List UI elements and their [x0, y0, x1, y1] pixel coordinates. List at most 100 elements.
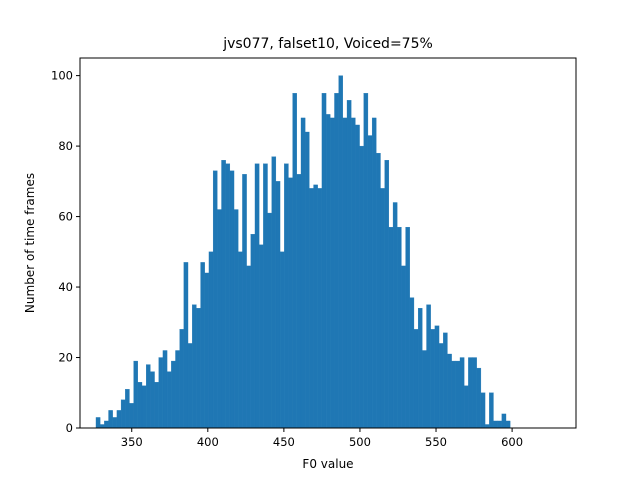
histogram-bar	[296, 174, 302, 429]
histogram-bar	[225, 163, 231, 429]
histogram-bar	[162, 350, 168, 429]
histogram-bar	[200, 262, 205, 429]
histogram-bar	[116, 410, 122, 429]
histogram-bar	[342, 117, 348, 429]
histogram-bar	[108, 410, 113, 429]
histogram-bar	[413, 329, 419, 429]
histogram-bar	[476, 367, 482, 429]
histogram-bar	[388, 226, 394, 429]
histogram-bar	[254, 163, 260, 429]
histogram-bar	[346, 100, 352, 429]
histogram-bar	[434, 325, 440, 429]
chart-title: jvs077, falset10, Voiced=75%	[222, 36, 433, 52]
x-tick-label: 600	[501, 435, 523, 449]
histogram-bar	[497, 420, 502, 429]
histogram-bar	[384, 160, 390, 429]
histogram-bar	[146, 364, 151, 429]
histogram-bar	[443, 332, 448, 429]
histogram-bar	[192, 304, 197, 429]
histogram-bar	[359, 145, 364, 429]
y-tick-label: 80	[58, 139, 73, 153]
x-tick-label: 550	[425, 435, 447, 449]
histogram-bar	[196, 308, 201, 429]
histogram-bar	[112, 417, 118, 429]
histogram-bar	[150, 371, 155, 429]
histogram-bar	[405, 226, 410, 429]
plot-frame	[79, 57, 577, 429]
x-tick-label: 400	[197, 435, 219, 449]
histogram-bar	[137, 382, 143, 429]
histogram-bar	[284, 163, 289, 429]
histogram-bar	[104, 420, 109, 429]
histogram-bar	[505, 420, 511, 429]
histogram-bar	[217, 209, 222, 429]
histogram-bar	[438, 343, 444, 429]
histogram-bar	[409, 297, 415, 429]
histogram-bar	[447, 353, 452, 429]
histogram-bar	[468, 357, 473, 429]
histogram-bar	[229, 170, 235, 429]
x-axis-ticks: 350 400 450 500 550 600	[121, 428, 523, 449]
histogram-bar	[455, 360, 461, 429]
histogram-bar	[166, 371, 172, 429]
histogram-bar	[317, 188, 323, 429]
histogram-bar	[125, 389, 130, 429]
histogram-bar	[259, 244, 264, 429]
y-tick-label: 100	[51, 69, 73, 83]
histogram-bar	[426, 304, 431, 429]
histogram-bar	[288, 177, 293, 429]
histogram-bar	[154, 382, 159, 429]
x-tick-label: 500	[349, 435, 371, 449]
histogram-bar	[300, 117, 306, 429]
x-tick-label: 450	[273, 435, 295, 449]
histogram-bar	[338, 75, 343, 429]
histogram-bar	[430, 329, 436, 429]
histogram-bar	[464, 385, 469, 429]
histogram-bar	[141, 385, 147, 429]
histogram-bar	[459, 357, 465, 429]
x-axis-label: F0 value	[302, 457, 353, 471]
y-axis-label: Number of time frames	[23, 173, 37, 313]
histogram-bar	[233, 209, 239, 429]
histogram-bar	[175, 350, 180, 429]
histogram-bar	[95, 417, 101, 429]
y-tick-label: 0	[66, 421, 73, 435]
histogram-bar	[501, 413, 507, 429]
y-tick-label: 40	[58, 280, 73, 294]
histogram-bar	[309, 188, 314, 429]
histogram-bar	[472, 357, 477, 429]
y-axis-ticks: 0 20 40 60 80 100	[51, 69, 80, 435]
histogram-bar	[246, 265, 251, 429]
histogram-bar	[363, 93, 369, 429]
histogram-bar	[367, 135, 373, 429]
y-tick-label: 60	[58, 210, 73, 224]
histogram-bar	[376, 152, 381, 429]
histogram-bar	[325, 114, 331, 429]
histogram-bar	[129, 403, 134, 429]
histogram-bar	[417, 308, 423, 429]
histogram-bar	[489, 392, 494, 429]
histogram-bar	[330, 117, 335, 429]
histogram-bar	[267, 212, 272, 429]
histogram-bar	[493, 420, 498, 429]
histogram-bar	[187, 343, 193, 429]
histogram-bar	[480, 392, 486, 429]
histogram-bar	[451, 360, 456, 429]
histogram-bar	[133, 360, 138, 429]
histogram-bar	[305, 131, 310, 429]
histogram-bar	[238, 251, 243, 429]
histogram-bar	[250, 234, 256, 429]
histogram-bar	[275, 181, 281, 429]
histogram-bar	[221, 160, 226, 429]
histogram-bar	[371, 117, 377, 429]
histogram-bar	[158, 357, 164, 429]
x-tick-label: 350	[121, 435, 143, 449]
histogram-bar	[271, 156, 277, 429]
histogram-bar	[179, 329, 184, 429]
histogram-bar	[401, 265, 406, 429]
histogram-bar	[204, 272, 210, 429]
histogram-bar	[242, 174, 247, 429]
histogram-bar	[397, 226, 402, 429]
histogram-bar	[484, 424, 490, 429]
